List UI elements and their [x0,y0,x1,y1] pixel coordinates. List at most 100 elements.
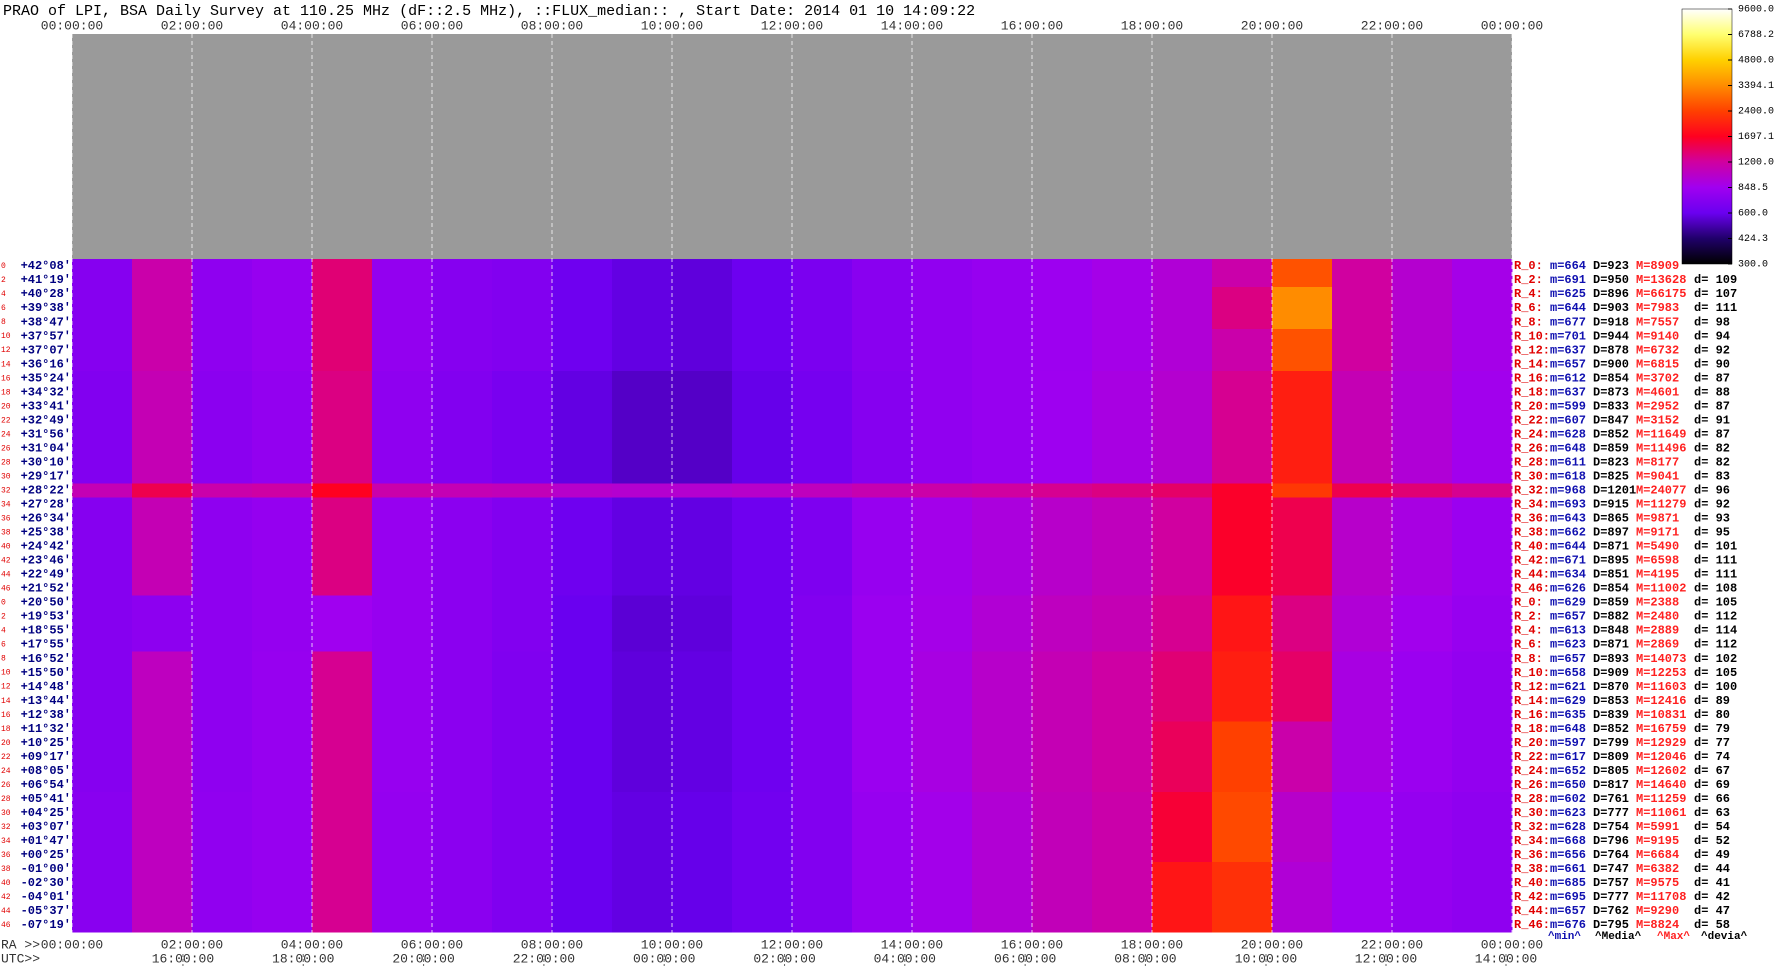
row-stat: R_8: [1514,315,1543,329]
heatmap-cell [72,749,133,765]
heatmap-cell [132,889,193,905]
beam-number: 44 [1,907,11,916]
heatmap-cell [852,469,913,484]
heatmap-cell [792,441,853,456]
row-stat: d= 101 [1694,540,1737,554]
row-stat: D=918 [1593,315,1629,329]
heatmap-cell [1032,385,1093,400]
heatmap-cell [132,357,193,372]
heatmap-cell [732,385,793,400]
row-stat: d= 87 [1694,371,1730,385]
heatmap-cell [1272,441,1333,456]
heatmap-cell [252,343,313,358]
heatmap-cell [552,623,613,639]
row-stat: M=9575 [1636,876,1679,890]
heatmap-cell [1332,805,1393,821]
heatmap-cell [1452,791,1513,807]
heatmap-cell [72,637,133,653]
row-label: +29°17' [21,469,71,483]
heatmap-cell [72,903,133,919]
heatmap-cell [672,791,733,807]
heatmap-cell [1032,301,1093,316]
heatmap-cell [1212,357,1273,372]
heatmap-cell [1272,427,1333,442]
heatmap-cell [72,455,133,470]
heatmap-cell [552,861,613,877]
heatmap-cell [132,539,193,554]
heatmap-cell [1272,399,1333,414]
row-stat: R_14: [1514,694,1550,708]
heatmap-cell [672,329,733,344]
stat-legend: ^min^ [1548,931,1581,943]
heatmap-cell [1212,763,1273,779]
heatmap-cell [192,441,253,456]
heatmap-cell [972,749,1033,765]
heatmap-cell [792,553,853,568]
heatmap-cell [312,679,373,695]
heatmap-cell [972,623,1033,639]
row-stat: d= 67 [1694,764,1730,778]
heatmap-cell [1392,441,1453,456]
heatmap-cell [1032,399,1093,414]
heatmap-cell [1452,735,1513,751]
heatmap-cell [1392,763,1453,779]
heatmap-cell [1152,735,1213,751]
heatmap-cell [132,441,193,456]
heatmap-cell [732,315,793,330]
row-stat: D=757 [1593,876,1629,890]
x-tick-label: 00:00:00 [1481,18,1543,33]
heatmap-cell [1452,651,1513,667]
row-stat: M=2869 [1636,638,1679,652]
heatmap-cell [732,525,793,540]
row-stat: d= 80 [1694,708,1730,722]
row-label: +25°38' [21,526,71,540]
beam-number: 20 [1,402,11,411]
heatmap-cell [1272,847,1333,863]
row-stat: D=896 [1593,287,1629,301]
heatmap-cell [732,595,793,611]
heatmap-cell [912,735,973,751]
heatmap-cell [372,539,433,554]
row-label: +16°52' [21,652,71,666]
row-stat: d= 82 [1694,455,1730,469]
heatmap-cell [252,315,313,330]
heatmap-cell [1092,609,1153,625]
row-stat: D=897 [1593,526,1629,540]
heatmap-cell [72,357,133,372]
x-tick-label: 06:00:00 [401,937,463,952]
row-stat: m=644 [1550,301,1586,315]
heatmap-cell [1212,651,1273,667]
heatmap-cell [1212,259,1273,274]
heatmap-cell [192,427,253,442]
heatmap-cell [252,595,313,611]
heatmap-cell [372,707,433,723]
heatmap-cell [1452,889,1513,905]
row-stat: D=923 [1593,259,1629,273]
heatmap-cell [912,595,973,611]
row-label: -04°01' [21,890,71,904]
heatmap-cell [432,343,493,358]
heatmap-cell [1092,623,1153,639]
heatmap-cell [852,735,913,751]
row-label: +31°04' [21,441,71,455]
heatmap-cell [1212,343,1273,358]
heatmap-cell [72,399,133,414]
heatmap-cell [432,903,493,919]
heatmap-cell [552,721,613,737]
heatmap-cell [1272,805,1333,821]
row-stat: d= 87 [1694,427,1730,441]
beam-number: 2 [1,276,6,285]
heatmap-cell [972,427,1033,442]
row-stat: D=853 [1593,694,1629,708]
heatmap-cell [552,553,613,568]
heatmap-cell [1392,917,1453,933]
heatmap-cell [972,735,1033,751]
heatmap-cell [1212,385,1273,400]
heatmap-cell [132,385,193,400]
row-stat: m=611 [1550,455,1586,469]
heatmap-cell [1392,735,1453,751]
heatmap-cell [1272,693,1333,709]
beam-number: 0 [1,262,6,271]
heatmap-cell [492,511,553,526]
heatmap-cell [1212,371,1273,386]
